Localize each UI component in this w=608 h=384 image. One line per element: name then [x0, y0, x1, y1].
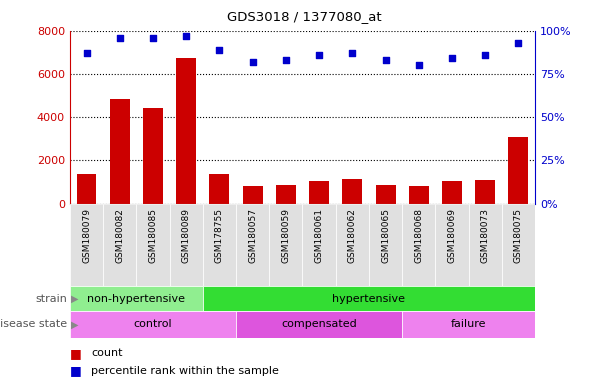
- Text: control: control: [134, 319, 172, 329]
- FancyBboxPatch shape: [435, 204, 469, 286]
- Text: percentile rank within the sample: percentile rank within the sample: [91, 366, 279, 376]
- FancyBboxPatch shape: [170, 204, 203, 286]
- Bar: [176, 58, 196, 204]
- Text: GSM180069: GSM180069: [447, 208, 457, 263]
- Text: GSM180085: GSM180085: [148, 208, 157, 263]
- Point: [148, 35, 158, 41]
- FancyBboxPatch shape: [402, 311, 535, 338]
- Text: GSM180082: GSM180082: [116, 208, 124, 263]
- Text: GSM180062: GSM180062: [348, 208, 357, 263]
- FancyBboxPatch shape: [302, 204, 336, 286]
- FancyBboxPatch shape: [70, 286, 203, 311]
- Point: [414, 62, 424, 68]
- Bar: [110, 99, 130, 204]
- Bar: [276, 185, 296, 204]
- Text: failure: failure: [451, 319, 486, 329]
- FancyBboxPatch shape: [336, 204, 369, 286]
- Bar: [143, 108, 163, 204]
- Point: [181, 33, 191, 39]
- Point: [81, 50, 91, 56]
- Text: ▶: ▶: [71, 319, 78, 329]
- FancyBboxPatch shape: [103, 204, 136, 286]
- FancyBboxPatch shape: [236, 311, 402, 338]
- Point: [447, 55, 457, 61]
- Text: compensated: compensated: [282, 319, 357, 329]
- Point: [480, 52, 490, 58]
- Point: [347, 50, 357, 56]
- FancyBboxPatch shape: [502, 204, 535, 286]
- Text: strain: strain: [35, 293, 67, 304]
- Text: non-hypertensive: non-hypertensive: [88, 293, 185, 304]
- Text: GSM180089: GSM180089: [182, 208, 191, 263]
- Text: ▶: ▶: [71, 293, 78, 304]
- Bar: [442, 182, 462, 204]
- FancyBboxPatch shape: [269, 204, 302, 286]
- Bar: [77, 174, 97, 204]
- Bar: [209, 174, 229, 204]
- FancyBboxPatch shape: [70, 311, 236, 338]
- Text: GSM180073: GSM180073: [481, 208, 489, 263]
- Point: [248, 59, 258, 65]
- FancyBboxPatch shape: [203, 204, 236, 286]
- Text: count: count: [91, 348, 123, 358]
- Point: [215, 46, 224, 53]
- Bar: [243, 186, 263, 204]
- Text: ■: ■: [70, 347, 81, 360]
- FancyBboxPatch shape: [136, 204, 170, 286]
- Bar: [309, 182, 329, 204]
- FancyBboxPatch shape: [236, 204, 269, 286]
- Text: GSM178755: GSM178755: [215, 208, 224, 263]
- Point: [514, 40, 523, 46]
- FancyBboxPatch shape: [369, 204, 402, 286]
- Text: GSM180079: GSM180079: [82, 208, 91, 263]
- FancyBboxPatch shape: [469, 204, 502, 286]
- Point: [115, 35, 125, 41]
- Text: GSM180068: GSM180068: [414, 208, 423, 263]
- Text: GSM180075: GSM180075: [514, 208, 523, 263]
- Text: GSM180059: GSM180059: [282, 208, 291, 263]
- Text: GSM180061: GSM180061: [314, 208, 323, 263]
- Text: GSM180065: GSM180065: [381, 208, 390, 263]
- Bar: [342, 179, 362, 204]
- Text: hypertensive: hypertensive: [333, 293, 406, 304]
- FancyBboxPatch shape: [203, 286, 535, 311]
- Text: disease state: disease state: [0, 319, 67, 329]
- FancyBboxPatch shape: [70, 204, 103, 286]
- Text: ■: ■: [70, 364, 81, 377]
- Point: [381, 57, 390, 63]
- Point: [314, 52, 324, 58]
- Bar: [376, 185, 395, 204]
- FancyBboxPatch shape: [402, 204, 435, 286]
- Bar: [475, 180, 495, 204]
- Bar: [409, 186, 429, 204]
- Text: GDS3018 / 1377080_at: GDS3018 / 1377080_at: [227, 10, 381, 23]
- Point: [281, 57, 291, 63]
- Text: GSM180057: GSM180057: [248, 208, 257, 263]
- Bar: [508, 137, 528, 204]
